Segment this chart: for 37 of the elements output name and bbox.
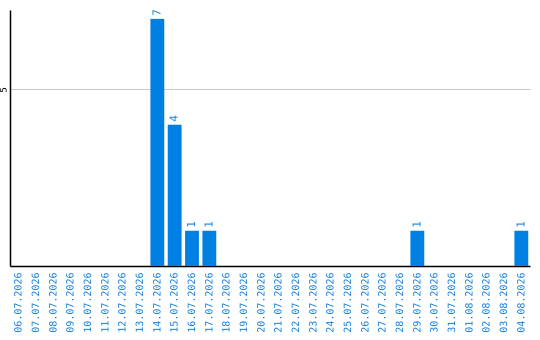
x-tick-label: 28.07.2026 [395,272,406,333]
x-tick-label: 25.07.2026 [343,272,354,333]
x-tick-label: 01.08.2026 [464,272,476,333]
x-tick-label: 23.07.2026 [308,272,320,333]
x-tick-label: 09.07.2026 [66,272,77,333]
x-tick-label: 04.08.2026 [516,272,528,333]
x-tick-label: 27.07.2026 [378,272,389,333]
x-tick-label: 26.07.2026 [360,272,372,333]
x-tick-label: 19.07.2026 [239,272,250,333]
data-label: 7 [150,9,164,16]
x-tick-label: 29.07.2026 [412,272,424,333]
data-label: 4 [168,114,181,122]
x-tick-label: 15.07.2026 [170,272,181,333]
x-tick-label: 14.07.2026 [152,272,164,333]
x-tick-label: 03.08.2026 [499,272,510,333]
x-tick-label: 21.07.2026 [274,272,285,333]
y-tick-label: 5 [0,87,10,93]
x-tick-label: 24.07.2026 [326,272,337,333]
x-tick-label: 10.07.2026 [83,272,94,333]
x-tick-label: 31.07.2026 [447,272,458,333]
x-tick-label: 08.07.2026 [48,272,60,333]
x-tick-label: 16.07.2026 [187,272,198,333]
x-tick-label: 12.07.2026 [118,272,129,333]
x-tick-label: 02.08.2026 [482,272,493,333]
data-label: 1 [202,221,216,228]
data-label: 1 [410,221,424,228]
data-label: 1 [514,221,528,228]
x-tick-label: 11.07.2026 [100,272,112,333]
x-tick-label: 30.07.2026 [430,272,441,333]
x-tick-label: 18.07.2026 [222,272,233,333]
x-tick-label: 17.07.2026 [204,272,216,333]
x-tick-label: 20.07.2026 [256,272,268,333]
x-tick-label: 06.07.2026 [14,272,25,333]
x-tick-label: 22.07.2026 [291,272,302,333]
x-tick-label: 07.07.2026 [31,272,42,333]
data-label: 1 [185,221,198,228]
x-tick-label: 13.07.2026 [135,272,146,333]
